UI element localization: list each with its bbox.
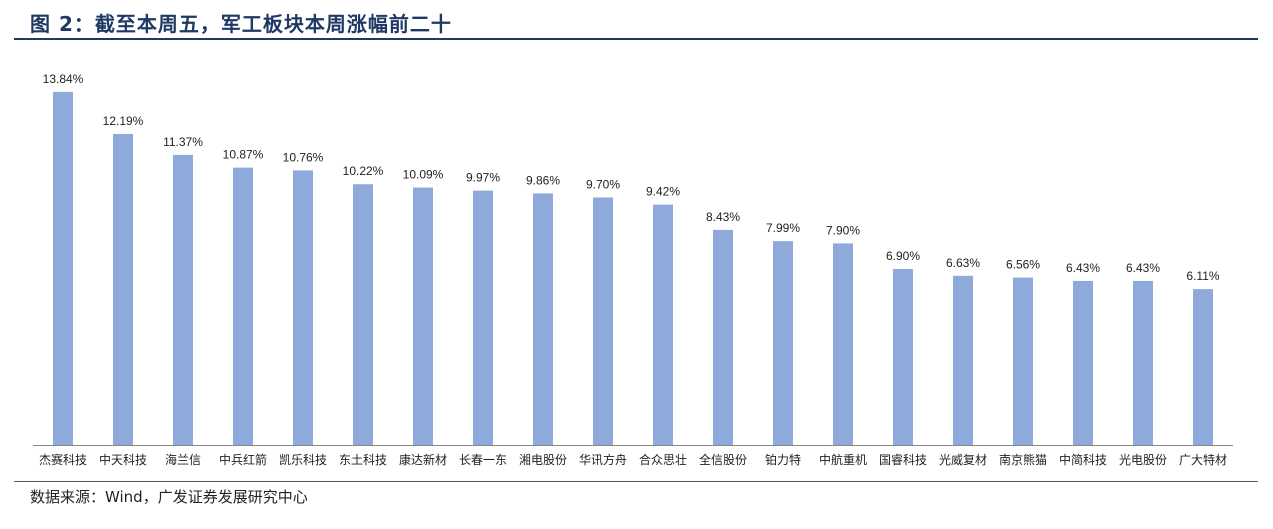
- category-label-8: 长春一东: [459, 453, 507, 467]
- source-divider: [14, 481, 1258, 482]
- bar-18: [1073, 280, 1093, 445]
- category-label-4: 中兵红箭: [219, 452, 267, 467]
- title-divider: [14, 38, 1258, 40]
- value-label-2: 12.19%: [103, 114, 144, 128]
- category-labels-group: 杰赛科技 中天科技 海兰信 中兵红箭 凯乐科技 东土科技 康达新材 长春一东 湘电股份 华讯方舟合…: [39, 452, 1227, 467]
- value-label-4: 10.87%: [223, 148, 264, 162]
- category-label-6: 东土科技: [339, 453, 387, 467]
- value-label-8: 9.97%: [466, 171, 500, 185]
- category-label-9: 湘电股份: [519, 452, 567, 467]
- value-label-9: 9.86%: [526, 173, 560, 187]
- category-label-20: 广大特材: [1179, 452, 1227, 467]
- category-label-15: 国睿科技: [879, 452, 927, 467]
- figure-title: 图 2：截至本周五，军工板块本周涨幅前二十: [30, 12, 452, 36]
- category-label-19: 光电股份: [1119, 453, 1167, 467]
- category-label-7: 康达新材: [399, 452, 447, 467]
- bar-17: [1013, 277, 1033, 445]
- bar-10: [593, 197, 613, 445]
- category-label-14: 中航重机: [819, 452, 867, 467]
- bar-6: [353, 184, 373, 445]
- value-label-17: 6.56%: [1006, 258, 1040, 272]
- value-label-20: 6.11%: [1186, 269, 1219, 283]
- category-label-17: 南京熊猫: [999, 452, 1047, 467]
- value-label-11: 9.42%: [646, 185, 680, 199]
- bar-3: [173, 154, 193, 446]
- value-label-10: 9.70%: [586, 177, 620, 191]
- category-label-3: 海兰信: [165, 452, 201, 467]
- bar-2: [113, 133, 133, 445]
- value-labels-group: 13.84% 12.19% 11.37% 10.87% 10.76% 10.22% 10.0…: [43, 72, 1220, 283]
- value-label-19: 6.43%: [1126, 261, 1160, 275]
- value-label-12: 8.43%: [706, 210, 740, 224]
- bar-8: [473, 190, 493, 445]
- bar-1: [53, 91, 73, 446]
- value-label-5: 10.76%: [283, 150, 324, 164]
- category-label-10: 华讯方舟: [579, 452, 627, 467]
- bar-14: [833, 243, 853, 445]
- value-label-7: 10.09%: [403, 168, 444, 182]
- category-label-12: 全信股份: [699, 452, 747, 467]
- source-note: 数据来源：Wind，广发证券发展研究中心: [30, 488, 308, 506]
- category-label-1: 杰赛科技: [39, 452, 87, 467]
- value-label-6: 10.22%: [343, 164, 384, 178]
- bar-9: [533, 193, 553, 445]
- bar-12: [713, 229, 733, 445]
- bar-16: [953, 275, 973, 445]
- bar-5: [293, 170, 313, 445]
- bar-13: [773, 241, 793, 445]
- bar-11: [653, 204, 673, 445]
- value-label-14: 7.90%: [826, 223, 860, 237]
- bar-15: [893, 268, 913, 445]
- value-label-1: 13.84%: [43, 72, 84, 86]
- bar-20: [1193, 289, 1213, 445]
- category-label-13: 铂力特: [765, 452, 801, 467]
- bars-group: [53, 91, 1213, 446]
- value-label-18: 6.43%: [1066, 261, 1100, 275]
- bar-4: [233, 167, 253, 446]
- value-label-13: 7.99%: [766, 221, 800, 235]
- category-label-2: 中天科技: [99, 452, 147, 467]
- bar-19: [1133, 280, 1153, 445]
- value-label-3: 11.37%: [163, 135, 203, 149]
- category-label-5: 凯乐科技: [279, 453, 327, 467]
- category-label-16: 光威复材: [939, 453, 987, 467]
- category-label-18: 中简科技: [1059, 452, 1107, 467]
- bar-7: [413, 187, 433, 445]
- value-label-16: 6.63%: [946, 256, 980, 270]
- value-label-15: 6.90%: [886, 249, 920, 263]
- category-label-11: 合众思壮: [639, 452, 687, 467]
